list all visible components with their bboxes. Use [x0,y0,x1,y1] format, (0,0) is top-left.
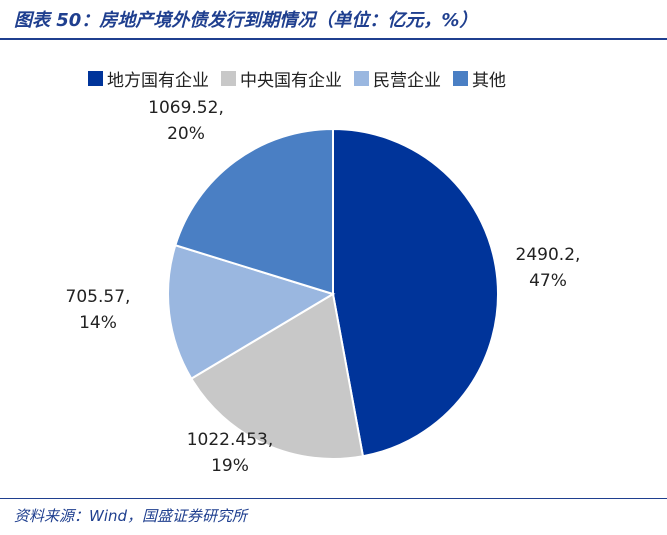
legend-swatch [221,71,236,86]
legend-item: 其他 [453,66,506,91]
legend-item: 民营企业 [354,66,441,91]
source-divider [0,498,667,499]
slice-value-label: 2490.2, [516,245,581,265]
pie-labels: 2490.2, 47% 1022.453, 19% 705.57, 14% 1069.52,… [66,98,581,476]
slice-percent-label: 20% [167,124,205,144]
pie-slice [189,292,365,460]
slice-value-label: 1069.52, [148,98,224,118]
legend-swatch [88,71,103,86]
legend-item: 地方国有企业 [88,66,209,91]
legend-label: 中央国有企业 [240,71,342,91]
legend-label: 其他 [472,71,506,91]
legend-label: 地方国有企业 [107,71,209,91]
chart-title: 图表 50：房地产境外债发行到期情况（单位：亿元，%） [14,10,478,31]
title-divider [0,38,667,40]
legend-swatch [453,71,468,86]
slice-value-label: 705.57, [66,287,131,307]
slice-percent-label: 47% [529,271,567,291]
pie-slices [167,127,499,460]
legend-label: 民营企业 [373,71,441,91]
slice-percent-label: 19% [211,456,249,476]
legend: 地方国有企业 中央国有企业 民营企业 其他 [88,66,506,91]
legend-swatch [354,71,369,86]
pie-slice [332,127,499,458]
slice-value-label: 1022.453, [187,430,274,450]
pie-slice [174,127,334,296]
slice-percent-label: 14% [79,313,117,333]
source-note: 资料来源：Wind，国盛证券研究所 [14,507,248,525]
legend-item: 中央国有企业 [221,66,342,91]
pie-slice [167,243,336,380]
